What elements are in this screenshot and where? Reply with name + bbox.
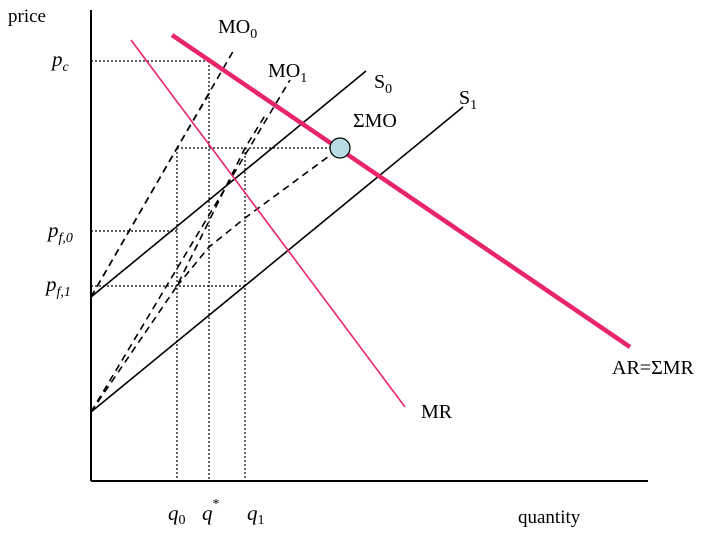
qstar-label: q* (202, 497, 220, 525)
equilibrium-marker (329, 137, 351, 159)
pc-label: pc (50, 47, 70, 75)
s1-label: S1 (459, 87, 477, 113)
mr-curve (130, 39, 406, 408)
marginal-outlay-curves (90, 47, 341, 413)
s1-curve (90, 106, 464, 413)
x-axis-label: quantity (518, 507, 581, 528)
sum-mo-label: ΣMO (353, 110, 397, 132)
sum-mo-curve (90, 93, 210, 298)
sum-mo-curve-3 (176, 147, 341, 287)
mo1-curve (90, 79, 291, 413)
q1-label: q1 (247, 501, 265, 528)
mo1-label: MO1 (268, 60, 307, 86)
q0-label: q0 (168, 501, 186, 528)
mo0-curve (90, 47, 236, 298)
mo0-label: MO0 (218, 16, 257, 42)
ar-label: AR=ΣMR (612, 357, 694, 379)
mr-label: MR (421, 401, 453, 423)
pf1-label: pf,1 (44, 272, 71, 300)
y-axis-label: price (8, 6, 46, 27)
s0-label: S0 (374, 71, 392, 97)
ar-curve (170, 33, 632, 349)
sum-mo-curve-2 (90, 113, 267, 413)
reference-lines (91, 60, 340, 481)
pf0-label: pf,0 (46, 218, 73, 246)
